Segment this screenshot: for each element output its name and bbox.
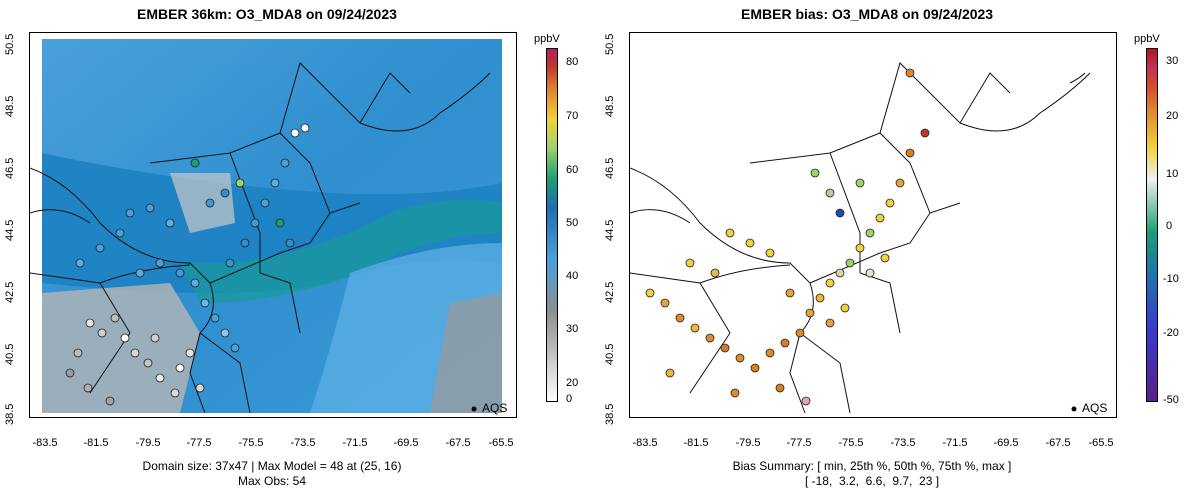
colorbar-tick: 20	[566, 377, 579, 389]
model-map-svg	[30, 39, 502, 414]
x-tick: -83.5	[32, 437, 58, 449]
x-tick: -75.5	[838, 437, 864, 449]
y-tick: 40.5	[604, 343, 616, 365]
y-tick: 42.5	[4, 281, 16, 303]
bias-map-plot	[629, 32, 1117, 418]
colorbar-tick: 30	[566, 323, 579, 335]
x-tick: -71.5	[942, 437, 968, 449]
colorbar-tick: 10	[1166, 168, 1179, 180]
colorbar-tick: -20	[1163, 327, 1179, 339]
bias-map-title: EMBER bias: O3_MDA8 on 09/24/2023	[741, 6, 994, 22]
x-tick: -71.5	[342, 437, 368, 449]
x-tick: -75.5	[238, 437, 264, 449]
colorbar-tick: 20	[1166, 110, 1179, 122]
legend-aqs-right: AQS	[1082, 401, 1107, 415]
x-tick: -73.5	[890, 437, 916, 449]
y-tick: 48.5	[604, 95, 616, 117]
y-tick: 46.5	[604, 157, 616, 179]
y-tick: 38.5	[604, 403, 616, 425]
colorbar-tick: -50	[1163, 394, 1179, 406]
y-tick: 48.5	[4, 95, 16, 117]
y-tick: 50.5	[4, 33, 16, 55]
legend-aqs-label: AQS	[1082, 401, 1108, 415]
model-footer-line2: Max Obs: 54	[237, 474, 307, 488]
colorbar-unit-left: ppbV	[534, 33, 560, 45]
model-region-gray-north	[170, 173, 235, 233]
model-map-title: EMBER 36km: O3_MDA8 on 09/24/2023	[137, 6, 397, 22]
legend-aqs-left: AQS	[482, 401, 507, 415]
y-tick: 40.5	[4, 343, 16, 365]
x-tick: -79.5	[735, 437, 761, 449]
obs-points	[65, 123, 310, 406]
legend-dot-left	[471, 406, 477, 412]
y-tick: 38.5	[4, 403, 16, 425]
colorbar-tick: 0	[1166, 220, 1173, 232]
bias-map-panel: EMBER bias: O3_MDA8 on 09/24/2023	[600, 0, 1200, 502]
map-borders	[630, 62, 1091, 414]
x-tick: -65.5	[1088, 437, 1114, 449]
colorbar-left	[546, 48, 558, 402]
x-tick: -81.5	[683, 437, 709, 449]
x-tick: -77.5	[786, 437, 812, 449]
y-tick: 44.5	[4, 219, 16, 241]
x-tick: -67.5	[445, 437, 471, 449]
colorbar-tick: 40	[566, 270, 579, 282]
model-region-gray-east	[430, 293, 502, 413]
x-tick: -73.5	[290, 437, 316, 449]
bias-points	[645, 68, 930, 406]
y-tick: 44.5	[604, 219, 616, 241]
x-tick: -81.5	[83, 437, 109, 449]
x-tick: -69.5	[393, 437, 419, 449]
x-tick: -65.5	[488, 437, 514, 449]
y-tick: 46.5	[4, 157, 16, 179]
colorbar-tick: 30	[1166, 55, 1179, 67]
y-tick: 50.5	[604, 33, 616, 55]
colorbar-tick: 80	[566, 56, 579, 68]
colorbar-right	[1146, 48, 1158, 402]
colorbar-tick: 50	[566, 217, 579, 229]
colorbar-tick: 0	[566, 393, 573, 405]
x-tick: -79.5	[135, 437, 161, 449]
model-map-panel: EMBER 36km: O3_MDA8 on 09/24/2023	[4, 6, 579, 488]
x-tick: -69.5	[993, 437, 1019, 449]
bias-footer-line2: [ -18, 3.2, 6.6, 9.7, 23 ]	[804, 474, 940, 488]
model-band-teal	[180, 199, 502, 303]
x-tick: -83.5	[632, 437, 658, 449]
legend-dot-right	[1071, 406, 1077, 412]
legend-aqs-label: AQS	[482, 401, 508, 415]
bias-map-svg	[630, 62, 1091, 414]
colorbar-unit-right: ppbV	[1134, 33, 1160, 45]
y-tick: 42.5	[604, 281, 616, 303]
x-tick: -77.5	[186, 437, 212, 449]
colorbar-tick: 60	[566, 164, 579, 176]
model-footer-line1: Domain size: 37x47 | Max Model = 48 at (…	[142, 459, 402, 473]
bias-footer-line1: Bias Summary: [ min, 25th %, 50th %, 75t…	[732, 459, 1012, 473]
colorbar-tick: 70	[566, 110, 579, 122]
model-map-plot	[29, 32, 517, 418]
x-tick: -67.5	[1045, 437, 1071, 449]
colorbar-tick: -10	[1163, 273, 1179, 285]
